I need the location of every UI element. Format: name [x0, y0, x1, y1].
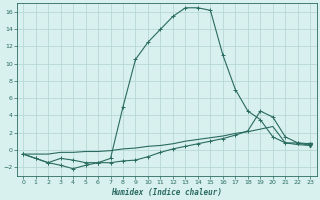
X-axis label: Humidex (Indice chaleur): Humidex (Indice chaleur) [111, 188, 222, 197]
